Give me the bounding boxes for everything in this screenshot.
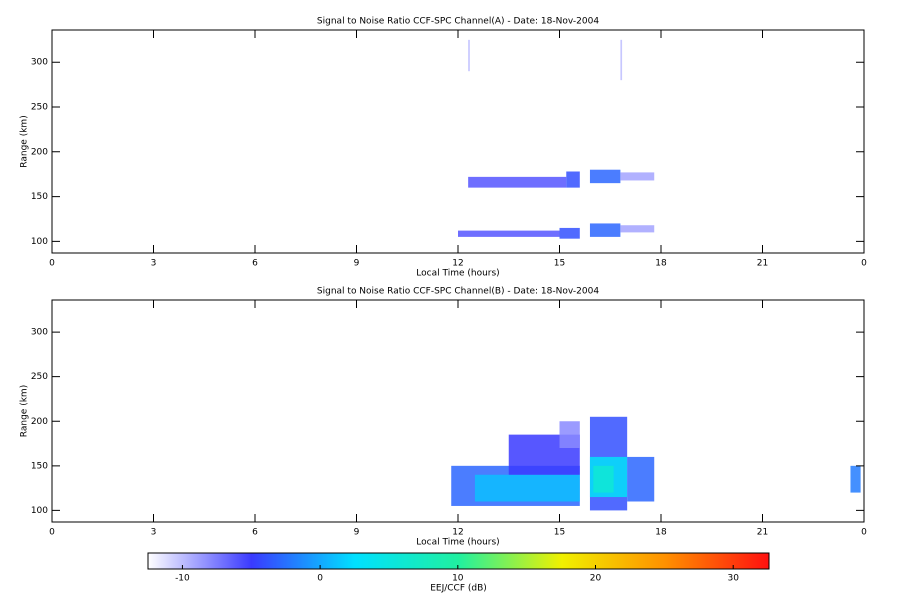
- x-tick-label: 12: [452, 528, 463, 538]
- x-tick-label: 0: [49, 259, 55, 269]
- x-axis-label: Local Time (hours): [416, 538, 499, 548]
- x-tick-label: 3: [151, 528, 157, 538]
- colorbar-tick-label: 20: [590, 574, 602, 584]
- y-tick-label: 200: [31, 147, 48, 157]
- x-tick-label: 21: [757, 259, 768, 269]
- chart-title: Signal to Noise Ratio CCF-SPC Channel(A)…: [317, 17, 599, 27]
- echo: [468, 39, 470, 72]
- echo: [620, 39, 623, 81]
- echo: [589, 169, 621, 184]
- y-axis-label: Range (km): [20, 385, 30, 437]
- x-tick-label: 21: [757, 528, 768, 538]
- y-tick-label: 150: [31, 461, 48, 471]
- x-tick-label: 12: [452, 259, 463, 269]
- x-tick-label: 9: [354, 259, 360, 269]
- x-tick-label: 0: [861, 259, 867, 269]
- echo: [627, 456, 655, 502]
- y-tick-label: 300: [31, 58, 48, 68]
- y-tick-label: 200: [31, 417, 48, 427]
- echo: [593, 465, 614, 493]
- echo: [589, 223, 621, 237]
- plot-frame: [51, 29, 865, 254]
- x-axis-label: Local Time (hours): [416, 269, 499, 279]
- x-tick-label: 18: [655, 259, 667, 269]
- x-tick-label: 18: [655, 528, 667, 538]
- x-tick-label: 6: [252, 528, 258, 538]
- echo: [559, 227, 580, 239]
- y-tick-label: 300: [31, 328, 48, 338]
- y-axis-label: Range (km): [20, 115, 30, 167]
- y-tick-label: 250: [31, 103, 48, 113]
- echo: [850, 465, 861, 493]
- y-tick-label: 150: [31, 192, 48, 202]
- y-tick-label: 100: [31, 506, 48, 516]
- colorbar-tick-label: -10: [175, 574, 190, 584]
- colorbar-tick-label: 10: [452, 574, 464, 584]
- echo: [620, 172, 655, 181]
- echo: [474, 474, 580, 502]
- x-tick-label: 15: [554, 259, 565, 269]
- colorbar-tick-label: 30: [727, 574, 739, 584]
- colorbar: [147, 552, 770, 570]
- x-tick-label: 15: [554, 528, 565, 538]
- x-tick-label: 9: [354, 528, 360, 538]
- echo: [559, 421, 580, 448]
- echo: [620, 225, 655, 233]
- echo: [566, 171, 580, 188]
- chart-title: Signal to Noise Ratio CCF-SPC Channel(B)…: [317, 287, 599, 297]
- y-tick-label: 250: [31, 372, 48, 382]
- echo: [458, 230, 560, 237]
- x-tick-label: 3: [151, 259, 157, 269]
- x-tick-label: 0: [49, 528, 55, 538]
- echo: [468, 176, 567, 188]
- colorbar-label: EEJ/CCF (dB): [430, 584, 487, 594]
- x-tick-label: 0: [861, 528, 867, 538]
- colorbar-tick-label: 0: [317, 574, 323, 584]
- y-tick-label: 100: [31, 237, 48, 247]
- x-tick-label: 6: [252, 259, 258, 269]
